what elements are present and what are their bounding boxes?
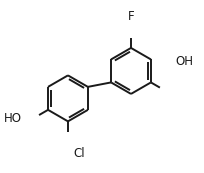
Text: HO: HO [4,112,22,125]
Text: OH: OH [175,55,193,68]
Text: F: F [128,10,134,23]
Text: Cl: Cl [73,147,85,160]
